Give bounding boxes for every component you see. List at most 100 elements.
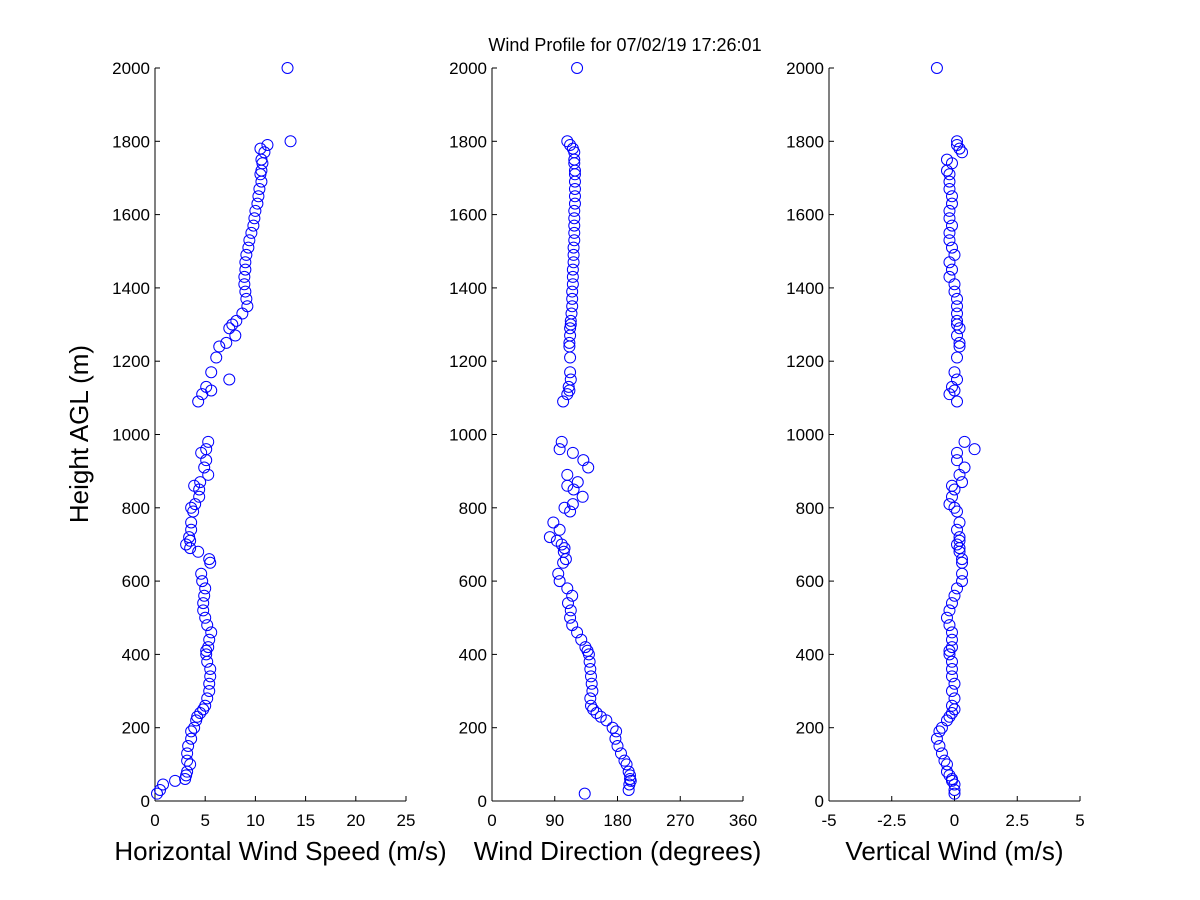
speed-data-point bbox=[236, 307, 249, 320]
vertical-data-point bbox=[953, 542, 966, 555]
speed-data-point bbox=[181, 765, 194, 778]
vertical-x-axis-label: Vertical Wind (m/s) bbox=[845, 836, 1063, 866]
vertical-data-point bbox=[953, 322, 966, 335]
speed-data-point bbox=[188, 479, 201, 492]
vertical-data-point bbox=[943, 644, 956, 657]
vertical-data-point bbox=[945, 707, 958, 720]
vertical-data-point bbox=[951, 582, 964, 595]
direction-data-point bbox=[586, 685, 599, 698]
speed-data-point bbox=[204, 663, 217, 676]
vertical-data-point bbox=[948, 501, 961, 514]
speed-data-point bbox=[169, 774, 182, 787]
speed-data-point bbox=[182, 740, 195, 753]
speed-data-point bbox=[253, 182, 266, 195]
vertical-data-point bbox=[943, 182, 956, 195]
speed-data-point bbox=[238, 278, 251, 291]
vertical-data-point bbox=[945, 774, 958, 787]
speed-data-point bbox=[190, 714, 203, 727]
direction-data-point bbox=[582, 648, 595, 661]
speed-data-point bbox=[191, 710, 204, 723]
speed-data-point bbox=[238, 270, 251, 283]
speed-data-point bbox=[151, 787, 164, 800]
direction-y-tick-label: 2000 bbox=[449, 59, 487, 78]
direction-y-tick-label: 800 bbox=[459, 499, 487, 518]
direction-data-point bbox=[564, 505, 577, 518]
direction-data-point bbox=[563, 336, 576, 349]
direction-y-tick-label: 1200 bbox=[449, 352, 487, 371]
direction-data-point bbox=[609, 732, 622, 745]
speed-y-tick-label: 1600 bbox=[112, 206, 150, 225]
direction-data-point bbox=[620, 758, 633, 771]
direction-data-point bbox=[582, 461, 595, 474]
speed-data-point bbox=[196, 575, 209, 588]
vertical-data-point bbox=[945, 641, 958, 654]
direction-data-point bbox=[567, 248, 580, 261]
speed-data-point bbox=[229, 329, 242, 342]
speed-data-point bbox=[192, 545, 205, 558]
vertical-y-tick-label: 400 bbox=[796, 645, 824, 664]
speed-data-point bbox=[197, 604, 210, 617]
direction-data-point bbox=[610, 725, 623, 738]
vertical-data-point bbox=[948, 278, 961, 291]
vertical-data-point bbox=[940, 758, 953, 771]
speed-data-point bbox=[201, 655, 214, 668]
vertical-data-point bbox=[945, 663, 958, 676]
vertical-data-point bbox=[943, 212, 956, 225]
vertical-data-point bbox=[938, 754, 951, 767]
speed-y-tick-label: 200 bbox=[122, 719, 150, 738]
vertical-data-point bbox=[940, 611, 953, 624]
direction-y-tick-label: 200 bbox=[459, 719, 487, 738]
speed-data-point bbox=[226, 318, 239, 331]
direction-y-tick-label: 0 bbox=[478, 792, 487, 811]
vertical-data-point bbox=[948, 483, 961, 496]
vertical-data-point bbox=[968, 443, 981, 456]
vertical-data-point bbox=[945, 626, 958, 639]
vertical-data-point bbox=[951, 446, 964, 459]
speed-data-point bbox=[251, 197, 264, 210]
vertical-data-point bbox=[943, 226, 956, 239]
direction-data-point bbox=[564, 611, 577, 624]
vertical-data-point bbox=[951, 538, 964, 551]
vertical-data-point bbox=[951, 292, 964, 305]
speed-data-point bbox=[197, 597, 210, 610]
vertical-data-point bbox=[951, 351, 964, 364]
vertical-y-tick-label: 600 bbox=[796, 572, 824, 591]
direction-data-point bbox=[575, 633, 588, 646]
direction-data-point bbox=[564, 138, 577, 151]
speed-data-point bbox=[205, 626, 218, 639]
speed-x-tick-label: 25 bbox=[397, 811, 416, 830]
speed-data-point bbox=[180, 538, 193, 551]
direction-data-point bbox=[568, 204, 581, 217]
direction-data-point bbox=[566, 263, 579, 276]
vertical-data-point bbox=[943, 270, 956, 283]
direction-data-point bbox=[553, 575, 566, 588]
direction-data-point bbox=[552, 567, 565, 580]
vertical-data-point bbox=[945, 685, 958, 698]
direction-y-tick-label: 400 bbox=[459, 645, 487, 664]
vertical-data-point bbox=[953, 336, 966, 349]
direction-data-point bbox=[566, 270, 579, 283]
vertical-y-tick-label: 1400 bbox=[786, 279, 824, 298]
speed-data-point bbox=[249, 204, 262, 217]
vertical-data-point bbox=[948, 692, 961, 705]
vertical-y-tick-label: 1800 bbox=[786, 132, 824, 151]
vertical-data-point bbox=[958, 461, 971, 474]
direction-data-point bbox=[555, 435, 568, 448]
speed-data-point bbox=[252, 190, 265, 203]
speed-data-point bbox=[198, 589, 211, 602]
speed-data-point bbox=[204, 670, 217, 683]
speed-data-point bbox=[197, 703, 210, 716]
direction-x-tick-label: 0 bbox=[487, 811, 496, 830]
direction-data-point bbox=[566, 285, 579, 298]
vertical-data-point bbox=[935, 747, 948, 760]
speed-data-point bbox=[203, 633, 216, 646]
direction-data-point bbox=[624, 769, 637, 782]
direction-data-point bbox=[553, 523, 566, 536]
vertical-data-point bbox=[951, 135, 964, 148]
vertical-y-tick-label: 1200 bbox=[786, 352, 824, 371]
direction-data-point bbox=[562, 380, 575, 393]
horizontal-wind-speed-panel: 0 200 400 600 800 1000 1200 1400 1600 1800 2000 0 5 1… bbox=[112, 59, 447, 866]
direction-data-point bbox=[566, 300, 579, 313]
speed-data-point bbox=[239, 256, 252, 269]
